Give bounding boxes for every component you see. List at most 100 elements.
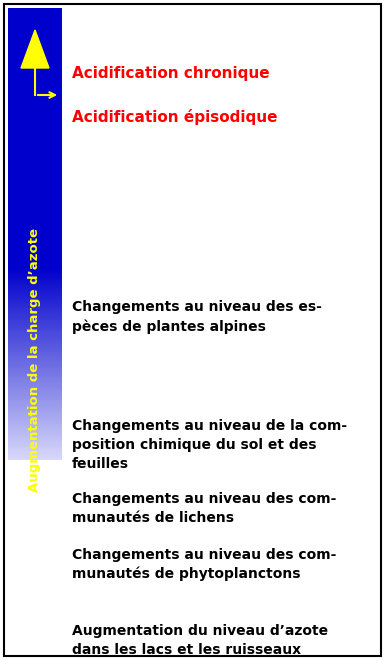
Bar <box>8 374 62 375</box>
Text: Augmentation du niveau d’azote
dans les lacs et les ruisseaux: Augmentation du niveau d’azote dans les … <box>72 624 328 657</box>
Bar <box>8 279 62 280</box>
Bar <box>8 315 62 316</box>
Bar <box>8 283 62 284</box>
Text: Changements au niveau des com-
munautés de lichens: Changements au niveau des com- munautés … <box>72 492 336 525</box>
Bar <box>8 359 62 360</box>
Bar <box>8 439 62 440</box>
Bar <box>8 428 62 429</box>
Bar <box>8 455 62 456</box>
Bar <box>8 370 62 371</box>
Bar <box>8 372 62 373</box>
Bar <box>8 289 62 290</box>
Bar <box>8 325 62 327</box>
Bar <box>8 415 62 416</box>
Bar <box>8 298 62 299</box>
Bar <box>8 438 62 439</box>
Text: Changements au niveau des es-
pèces de plantes alpines: Changements au niveau des es- pèces de p… <box>72 300 322 334</box>
Bar <box>8 392 62 393</box>
Bar <box>8 277 62 278</box>
Bar <box>8 391 62 392</box>
Bar <box>8 440 62 441</box>
Bar <box>8 451 62 452</box>
Bar <box>8 339 62 340</box>
Bar <box>8 329 62 331</box>
Bar <box>8 364 62 365</box>
Bar <box>8 424 62 426</box>
Bar <box>8 273 62 274</box>
Bar <box>8 323 62 325</box>
Bar <box>8 371 62 372</box>
Bar <box>8 362 62 363</box>
Bar <box>8 454 62 455</box>
Bar <box>8 411 62 412</box>
Bar <box>8 300 62 301</box>
Bar <box>8 444 62 445</box>
Bar <box>8 422 62 424</box>
Bar <box>8 433 62 434</box>
Bar <box>8 281 62 282</box>
Bar <box>8 342 62 343</box>
Bar <box>8 268 62 269</box>
Bar <box>8 310 62 312</box>
Bar <box>8 290 62 291</box>
Bar <box>8 417 62 418</box>
Bar <box>8 459 62 460</box>
Bar <box>8 338 62 339</box>
Bar <box>8 276 62 277</box>
Bar <box>8 418 62 420</box>
Bar <box>8 271 62 272</box>
Bar <box>8 318 62 319</box>
Bar <box>8 457 62 458</box>
Bar <box>8 334 62 335</box>
Bar <box>8 287 62 288</box>
Bar <box>8 447 62 449</box>
Bar <box>8 409 62 410</box>
Bar <box>8 434 62 435</box>
Text: Acidification épisodique: Acidification épisodique <box>72 109 278 125</box>
Bar <box>8 442 62 443</box>
Bar <box>8 369 62 370</box>
Bar <box>8 399 62 401</box>
Bar <box>8 388 62 389</box>
Bar <box>8 327 62 329</box>
Bar <box>8 452 62 453</box>
Bar <box>8 401 62 403</box>
Text: Augmentation de la charge d’azote: Augmentation de la charge d’azote <box>28 228 42 492</box>
Bar <box>8 361 62 362</box>
Bar <box>8 292 62 293</box>
Bar <box>8 365 62 366</box>
Bar <box>8 360 62 361</box>
Bar <box>8 278 62 279</box>
Bar <box>8 376 62 378</box>
Bar <box>8 386 62 387</box>
Bar <box>8 449 62 450</box>
Bar <box>8 431 62 432</box>
Bar <box>8 430 62 431</box>
Bar <box>8 297 62 298</box>
Bar <box>8 319 62 320</box>
Bar <box>8 344 62 345</box>
Bar <box>8 345 62 346</box>
Bar <box>8 394 62 395</box>
Bar <box>8 301 62 302</box>
Bar <box>8 354 62 355</box>
Bar <box>8 416 62 417</box>
Bar <box>8 414 62 415</box>
Bar <box>8 269 62 270</box>
Bar <box>8 405 62 407</box>
Bar <box>8 306 62 308</box>
Bar <box>8 426 62 428</box>
Bar <box>8 336 62 337</box>
Polygon shape <box>21 30 49 68</box>
Bar <box>8 458 62 459</box>
Bar <box>8 453 62 454</box>
Bar <box>8 352 62 354</box>
Bar <box>8 410 62 411</box>
Bar <box>8 299 62 300</box>
Bar <box>8 393 62 394</box>
Bar <box>8 443 62 444</box>
Bar <box>8 320 62 321</box>
Bar <box>8 383 62 384</box>
Bar <box>8 314 62 315</box>
Bar <box>8 295 62 296</box>
